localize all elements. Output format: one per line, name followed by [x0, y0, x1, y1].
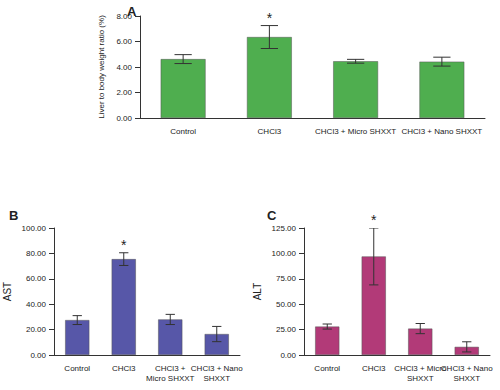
svg-text:CHCl3 +: CHCl3 + [155, 364, 186, 373]
svg-text:Control: Control [314, 364, 340, 373]
svg-text:AST: AST [2, 282, 13, 301]
svg-text:*: * [371, 212, 377, 228]
svg-text:CHCl3 + Nano: CHCl3 + Nano [441, 364, 493, 373]
svg-text:50.00: 50.00 [276, 300, 297, 309]
svg-text:0.00: 0.00 [280, 351, 296, 360]
svg-text:0.00: 0.00 [30, 351, 46, 360]
svg-text:CHCl3 + Micro SHXXT: CHCl3 + Micro SHXXT [315, 127, 396, 136]
svg-text:B: B [9, 208, 18, 223]
svg-text:40.00: 40.00 [26, 300, 47, 309]
svg-text:125.00: 125.00 [272, 224, 297, 233]
svg-text:Liver to body weight ratio (%): Liver to body weight ratio (%) [97, 15, 106, 119]
svg-text:75.00: 75.00 [276, 274, 297, 283]
svg-text:CHCl3 + Nano SHXXT: CHCl3 + Nano SHXXT [402, 127, 483, 136]
svg-text:*: * [121, 237, 127, 253]
svg-text:100.00: 100.00 [22, 224, 47, 233]
svg-text:CHCl3: CHCl3 [112, 364, 136, 373]
svg-text:8.00: 8.00 [116, 11, 132, 21]
svg-text:SHXXT: SHXXT [203, 374, 230, 383]
svg-text:80.00: 80.00 [26, 249, 47, 258]
svg-text:4.00: 4.00 [116, 63, 132, 72]
svg-text:Control: Control [64, 364, 90, 373]
svg-text:CHCl3: CHCl3 [362, 364, 386, 373]
svg-text:0.00: 0.00 [116, 114, 132, 123]
svg-text:Control: Control [170, 127, 196, 136]
svg-text:CHCl3: CHCl3 [258, 127, 282, 136]
svg-text:20.00: 20.00 [26, 325, 47, 334]
svg-text:CHCl3 + Micro: CHCl3 + Micro [394, 364, 447, 373]
svg-text:100.00: 100.00 [272, 249, 297, 258]
svg-text:2.00: 2.00 [116, 88, 132, 97]
svg-text:A: A [127, 4, 137, 19]
svg-text:SHXXT: SHXXT [407, 374, 434, 383]
svg-text:ALT: ALT [252, 283, 263, 301]
svg-text:*: * [267, 10, 273, 26]
svg-text:C: C [267, 208, 277, 223]
svg-text:60.00: 60.00 [26, 274, 47, 283]
svg-text:6.00: 6.00 [116, 37, 132, 46]
svg-text:CHCl3 + Nano: CHCl3 + Nano [191, 364, 243, 373]
svg-text:Micro SHXXT: Micro SHXXT [146, 374, 195, 383]
svg-text:25.00: 25.00 [276, 325, 297, 334]
svg-text:SHXXT: SHXXT [453, 374, 480, 383]
